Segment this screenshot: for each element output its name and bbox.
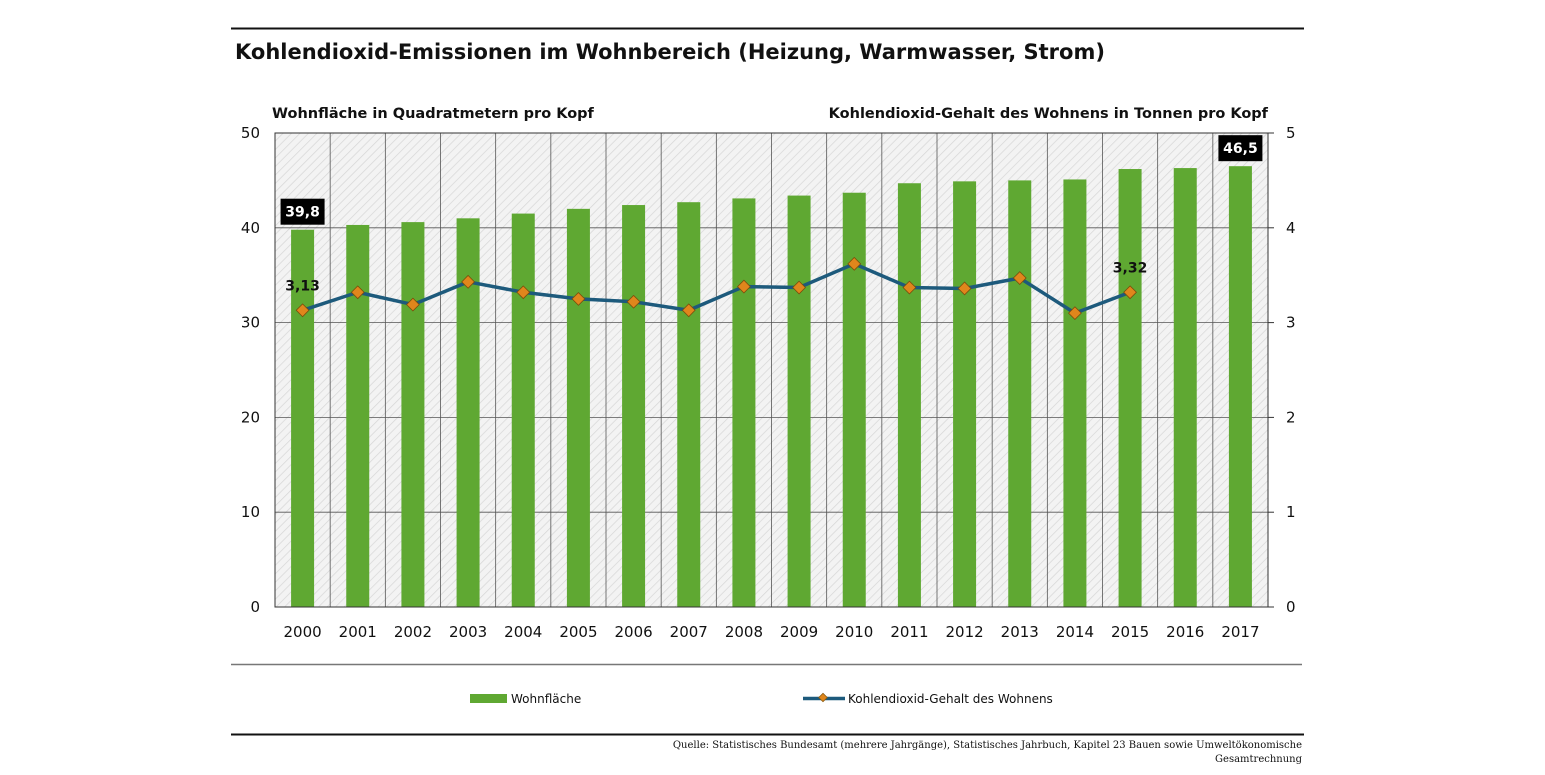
chart-title: Kohlendioxid-Emissionen im Wohnbereich (… — [235, 40, 1105, 64]
line-marker — [350, 285, 365, 300]
data-labels: 39,8 46,5 3,13 3,32 — [280, 135, 1263, 294]
line-marker — [295, 303, 310, 318]
right-tick-label: 2 — [1286, 408, 1296, 426]
left-tick-label: 30 — [241, 314, 260, 332]
line-marker — [516, 285, 531, 300]
line-marker — [792, 280, 807, 295]
line-marker — [626, 294, 641, 309]
value-label: 39,8 — [285, 205, 320, 221]
bar — [953, 181, 977, 607]
line-series — [295, 256, 1138, 321]
value-label: 3,13 — [285, 278, 320, 294]
x-tick-label: 2009 — [780, 623, 818, 641]
value-label: 46,5 — [1223, 141, 1258, 157]
bar — [787, 195, 811, 607]
x-tick-label: 2007 — [670, 623, 708, 641]
x-tick-label: 2012 — [945, 623, 983, 641]
value-label-box — [1218, 135, 1263, 162]
line-marker — [847, 256, 862, 271]
left-tick-label: 10 — [241, 503, 260, 521]
bar — [566, 208, 590, 607]
x-tick-label: 2002 — [394, 623, 432, 641]
x-tick-label: 2000 — [283, 623, 321, 641]
bar — [401, 222, 425, 607]
bar — [732, 198, 756, 608]
co2-line — [302, 262, 1131, 315]
legend: Wohnfläche Kohlendioxid-Gehalt des Wohne… — [470, 692, 1053, 706]
line-marker — [1067, 306, 1082, 321]
bar — [511, 213, 535, 607]
bar — [456, 218, 480, 607]
line-marker — [405, 297, 420, 312]
x-tick-label: 2014 — [1056, 623, 1094, 641]
x-tick-label: 2006 — [614, 623, 652, 641]
line-marker — [957, 281, 972, 296]
line-marker — [902, 280, 917, 295]
bar — [1228, 166, 1252, 607]
right-tick-label: 0 — [1286, 598, 1296, 616]
bar — [897, 183, 921, 607]
plot-frame — [274, 132, 1269, 608]
x-tick-label: 2004 — [504, 623, 542, 641]
line-marker — [461, 274, 476, 289]
x-tick-label: 2013 — [1001, 623, 1039, 641]
right-tick-label: 3 — [1286, 314, 1296, 332]
bar — [842, 192, 866, 607]
bar — [1063, 179, 1087, 607]
x-tick-label: 2015 — [1111, 623, 1149, 641]
x-tick-label: 2008 — [725, 623, 763, 641]
value-label-box — [280, 198, 325, 225]
left-tick-label: 50 — [241, 124, 260, 142]
bar — [1008, 180, 1032, 607]
bar-series — [291, 166, 1252, 608]
bar — [622, 205, 646, 607]
line-marker — [681, 303, 696, 318]
source-line-1: Quelle: Statistisches Bundesamt (mehrere… — [673, 740, 1302, 751]
x-tick-label: 2011 — [890, 623, 928, 641]
legend-swatch-co2-marker — [818, 692, 828, 703]
left-tick-label: 0 — [250, 598, 260, 616]
legend-label-wohnflaeche: Wohnfläche — [511, 692, 581, 706]
left-tick-label: 20 — [241, 408, 260, 426]
bar — [291, 229, 315, 608]
right-axis-title: Kohlendioxid-Gehalt des Wohnens in Tonne… — [829, 106, 1269, 122]
line-marker — [571, 291, 586, 306]
source-line-2: Gesamtrechnung — [1215, 754, 1303, 765]
value-label: 3,32 — [1113, 260, 1148, 276]
x-tick-label: 2003 — [449, 623, 487, 641]
right-tick-label: 1 — [1286, 503, 1296, 521]
right-tick-label: 4 — [1286, 219, 1296, 237]
line-marker — [1012, 271, 1027, 285]
legend-swatch-wohnflaeche — [470, 694, 507, 703]
legend-label-co2: Kohlendioxid-Gehalt des Wohnens — [848, 692, 1053, 706]
x-tick-label: 2001 — [339, 623, 377, 641]
x-tick-label: 2017 — [1221, 623, 1259, 641]
bar — [677, 202, 701, 608]
x-tick-label: 2016 — [1166, 623, 1204, 641]
line-marker — [736, 279, 751, 294]
x-tick-label: 2005 — [559, 623, 597, 641]
bar — [1118, 169, 1142, 608]
gridlines — [275, 133, 1268, 607]
bar — [1173, 168, 1197, 608]
left-tick-label: 40 — [241, 219, 260, 237]
line-marker — [1123, 285, 1138, 300]
left-axis-title: Wohnfläche in Quadratmetern pro Kopf — [272, 106, 595, 122]
x-tick-label: 2010 — [835, 623, 873, 641]
bar — [346, 224, 370, 607]
right-tick-label: 5 — [1286, 124, 1296, 142]
axis-ticks: 0 10 20 30 40 50 0 1 2 3 4 5 2000 2001 2002 2003 2004 200… — [241, 124, 1296, 641]
